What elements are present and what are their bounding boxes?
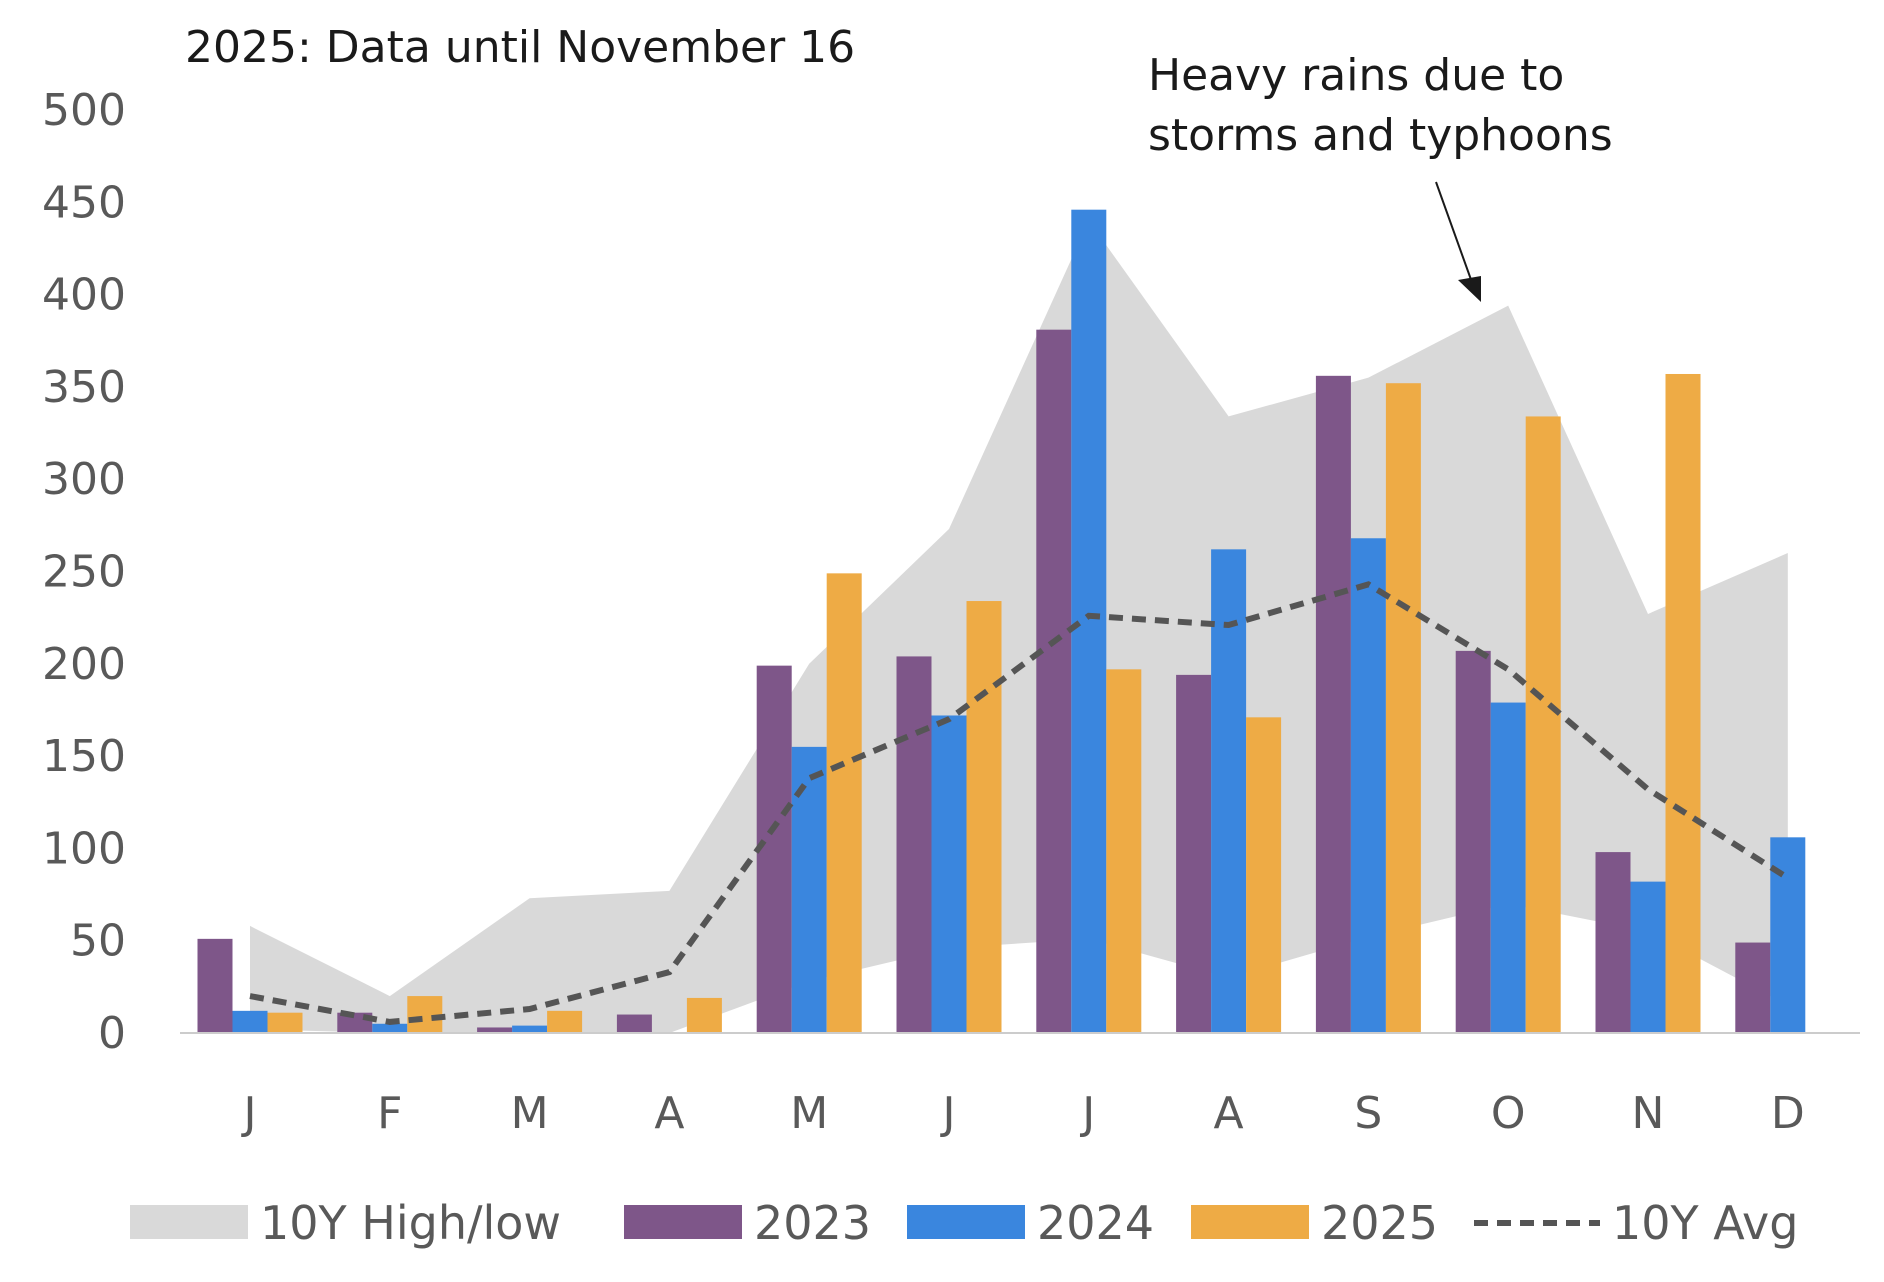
bar-2024-4: [791, 746, 827, 1033]
y-tick-label: 50: [70, 916, 126, 967]
x-tick-label: F: [377, 1088, 402, 1139]
x-tick-label: D: [1771, 1088, 1805, 1139]
bar-2025-3: [686, 997, 722, 1033]
x-tick-label: S: [1354, 1088, 1382, 1139]
legend-label-4: 10Y Avg: [1612, 1196, 1798, 1250]
x-tick-label: M: [790, 1088, 828, 1139]
legend-swatch-2: [907, 1205, 1025, 1239]
bar-2025-4: [826, 573, 862, 1033]
bar-2025-5: [966, 601, 1002, 1033]
bar-2023-11: [1735, 942, 1771, 1033]
bar-2023-4: [756, 665, 792, 1033]
y-tick-label: 200: [42, 639, 126, 690]
y-tick-label: 450: [42, 177, 126, 228]
chart-subtitle: 2025: Data until November 16: [185, 22, 855, 73]
average-line-10y: [249, 581, 1790, 1025]
bars-layer: [197, 209, 1806, 1034]
bar-2024-7: [1211, 549, 1247, 1033]
bar-2023-5: [896, 656, 932, 1033]
average-line-layer: [249, 581, 1790, 1025]
y-axis-ticks: 0 50 100 150 200 250 300 350 400 450 500: [42, 85, 126, 1059]
bar-2023-7: [1176, 674, 1212, 1033]
bar-2025-2: [547, 1010, 583, 1033]
annotation-line-2: storms and typhoons: [1148, 110, 1613, 161]
bar-2025-6: [1106, 669, 1142, 1033]
y-tick-label: 400: [42, 270, 126, 321]
bar-2024-0: [232, 1010, 268, 1033]
bar-2023-9: [1455, 650, 1491, 1033]
x-tick-label: A: [654, 1088, 684, 1139]
bar-2025-7: [1246, 717, 1282, 1033]
bar-2025-1: [407, 996, 443, 1033]
y-tick-label: 150: [42, 731, 126, 782]
bar-2023-8: [1315, 375, 1351, 1034]
x-tick-label: O: [1491, 1088, 1526, 1139]
bar-2025-9: [1525, 416, 1561, 1033]
annotation-arrow-head: [1458, 276, 1481, 302]
bar-2024-5: [931, 715, 967, 1033]
legend-label-3: 2025: [1321, 1196, 1438, 1250]
x-tick-label: J: [940, 1088, 956, 1139]
bar-2023-6: [1036, 329, 1072, 1033]
y-tick-label: 300: [42, 454, 126, 505]
bar-2023-10: [1595, 852, 1631, 1033]
y-tick-label: 350: [42, 362, 126, 413]
bar-2024-8: [1350, 538, 1386, 1033]
annotation: Heavy rains due to storms and typhoons: [1148, 50, 1613, 302]
bar-2023-3: [616, 1014, 652, 1033]
bar-2024-2: [512, 1025, 548, 1033]
x-tick-label: J: [241, 1088, 257, 1139]
x-tick-label: M: [511, 1088, 549, 1139]
x-tick-label: J: [1079, 1088, 1095, 1139]
annotation-arrow-shaft: [1435, 181, 1475, 289]
legend-swatch-0: [130, 1205, 248, 1239]
x-tick-label: A: [1214, 1088, 1244, 1139]
bar-2024-1: [372, 1023, 408, 1033]
bar-2023-0: [197, 938, 233, 1033]
legend-label-2: 2024: [1037, 1196, 1154, 1250]
y-tick-label: 100: [42, 823, 126, 874]
y-tick-label: 250: [42, 547, 126, 598]
bar-2024-9: [1490, 702, 1526, 1033]
bar-2025-8: [1385, 383, 1421, 1033]
legend-swatch-1: [624, 1205, 742, 1239]
legend-swatch-3: [1191, 1205, 1309, 1239]
legend-label-0: 10Y High/low: [260, 1196, 561, 1250]
bar-2023-2: [477, 1027, 513, 1033]
annotation-line-1: Heavy rains due to: [1148, 50, 1564, 101]
legend-label-1: 2023: [754, 1196, 871, 1250]
legend: 10Y High/low 2023 2024 2025 10Y Avg: [130, 1196, 1798, 1250]
x-tick-label: N: [1632, 1088, 1665, 1139]
y-tick-label: 0: [98, 1008, 126, 1059]
bar-2025-10: [1665, 373, 1701, 1033]
bar-2024-10: [1630, 881, 1666, 1033]
y-tick-label: 500: [42, 85, 126, 136]
bar-2025-0: [267, 1012, 303, 1033]
